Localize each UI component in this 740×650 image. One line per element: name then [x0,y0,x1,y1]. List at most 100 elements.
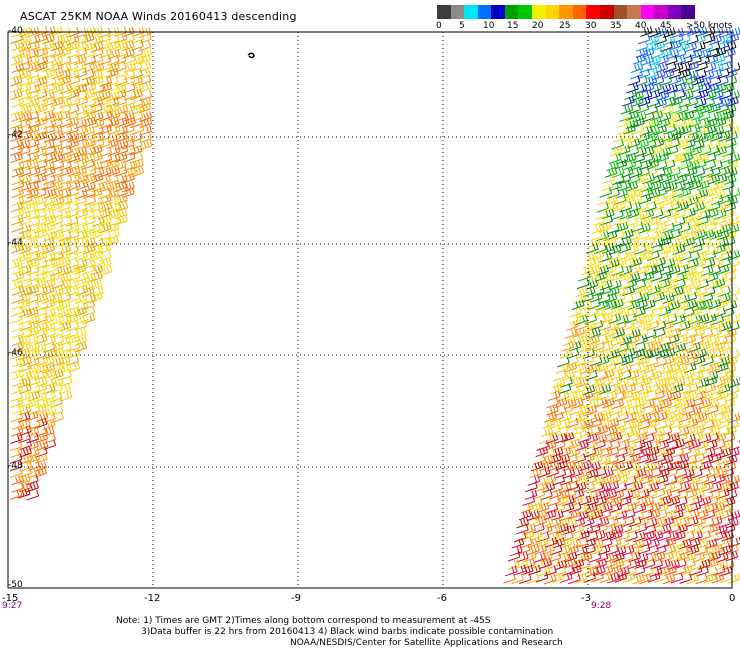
wind-barb [610,306,624,317]
wind-barb [654,124,667,136]
wind-barb [663,536,677,548]
wind-barb [122,48,135,59]
wind-barb [576,440,589,451]
wind-barb [573,453,587,464]
wind-barb [121,138,135,150]
wind-barb [131,104,145,115]
wind-barb [636,138,649,150]
wind-barb [115,214,128,226]
wind-barb [658,244,672,256]
wind-barb [600,376,614,387]
wind-barb [57,355,71,367]
wind-barb [683,551,697,563]
wind-barb [42,40,55,52]
wind-barb [710,257,724,268]
wind-barb [75,313,89,325]
wind-barb [626,432,640,444]
wind-barb [693,194,706,205]
wind-barb [560,439,574,451]
wind-barb [130,89,143,101]
wind-barb [712,340,726,352]
wind-barb [652,390,665,401]
wind-barb [598,384,612,395]
wind-barb [593,439,606,450]
wind-barb [702,320,716,331]
colorbar-segment [667,5,682,19]
wind-barb [18,286,32,297]
wind-barb [695,545,708,556]
wind-barb [26,326,40,338]
wind-barb [678,68,691,80]
wind-barb [617,503,630,515]
wind-barb [540,426,554,438]
wind-barb [50,55,64,67]
wind-barb [649,117,663,129]
wind-barb [690,271,703,282]
wind-barb [571,299,585,310]
wind-barb [594,522,608,534]
wind-barb [19,328,32,339]
wind-barb [114,152,128,163]
wind-barb [546,466,559,478]
wind-barb [562,460,576,472]
wind-barb [50,111,63,123]
pass-time-right: 9:28 [591,601,612,611]
wind-barb [627,496,640,507]
wind-barb [621,229,634,240]
wind-barb [74,68,88,79]
wind-barb [723,103,737,115]
wind-barb [10,118,23,129]
wind-barb [685,195,699,207]
wind-barb [643,461,657,473]
wind-barb [724,167,738,179]
wind-barb [18,335,31,347]
wind-barb [699,460,713,471]
wind-barb [659,363,673,375]
wind-barb [651,263,665,275]
wind-barb [550,447,564,458]
wind-barb [646,159,660,170]
wind-barb [42,321,56,333]
wind-barb [58,40,72,52]
wind-barb [693,41,706,53]
wind-barb [18,215,32,227]
wind-barb [650,271,663,283]
wind-barb [646,60,660,72]
wind-barb [74,146,88,158]
wind-barb [678,284,692,296]
wind-barb [617,467,631,479]
wind-barb [727,573,740,584]
wind-barb [11,187,25,198]
wind-barb [614,572,628,583]
wind-barb [667,207,680,219]
wind-barb [642,405,655,416]
wind-barb [42,412,56,424]
wind-barb [575,348,589,359]
wind-barb [623,152,637,164]
wind-barb [50,96,64,108]
wind-barb [11,179,25,191]
wind-barb [690,530,703,542]
wind-barb [621,320,635,331]
wind-barb [19,159,33,171]
wind-barb [599,446,613,458]
wind-barb [649,180,662,192]
wind-barb [82,48,95,59]
wind-barb [49,61,63,72]
wind-barb [98,174,111,186]
wind-barb [627,391,641,402]
wind-barb [571,558,585,570]
wind-barb [663,250,677,262]
wind-barb [652,229,666,241]
wind-barb [26,440,39,451]
wind-barb [590,509,604,520]
wind-barb [131,82,144,93]
wind-barb [114,174,128,185]
wind-barb [42,103,55,115]
wind-barb [620,293,634,305]
wind-barb [695,188,709,200]
wind-barb [58,75,72,86]
wind-barb [17,412,31,423]
wind-barb [577,529,590,541]
wind-barb [18,26,32,38]
